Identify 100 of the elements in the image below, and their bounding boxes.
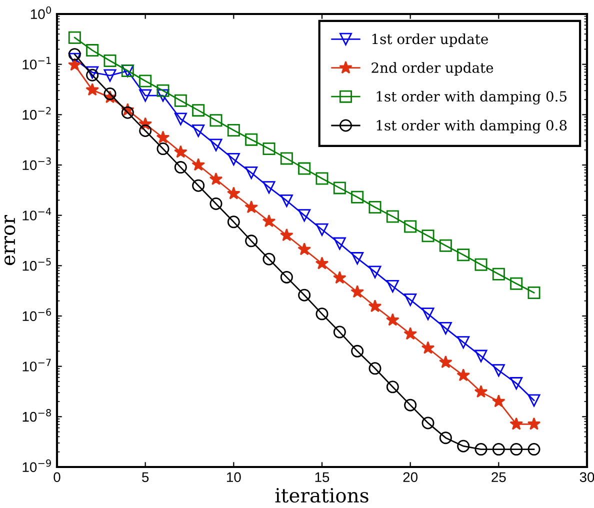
legend-label: 2nd order update	[372, 62, 494, 76]
point	[474, 384, 488, 398]
point	[245, 166, 258, 180]
point	[209, 172, 223, 186]
y-tick-label: 10$^{−9}$	[22, 459, 51, 472]
point	[245, 234, 258, 248]
point	[210, 138, 222, 152]
point	[333, 326, 346, 338]
point	[368, 266, 382, 278]
point	[298, 242, 311, 256]
point	[156, 89, 170, 102]
point	[368, 299, 382, 312]
y-tick-label: 10$^{−4}$	[22, 208, 52, 220]
point	[104, 88, 116, 100]
point	[333, 182, 346, 194]
point	[351, 190, 364, 204]
y-tick-label: 10$^{−2}$	[22, 107, 51, 120]
point	[368, 200, 382, 214]
point	[262, 142, 276, 156]
legend-label: 1st order with damping 0.5	[376, 90, 566, 105]
x-tick-label: 15	[315, 472, 330, 482]
point	[298, 288, 311, 302]
point	[386, 380, 399, 394]
point	[210, 197, 222, 210]
point	[457, 336, 470, 349]
point	[156, 142, 170, 156]
point	[474, 258, 488, 271]
point	[386, 280, 399, 292]
point	[227, 186, 240, 200]
point	[333, 237, 346, 250]
point	[316, 172, 328, 185]
point	[139, 74, 152, 88]
y-axis-title: error	[4, 214, 16, 266]
point	[316, 223, 328, 236]
point	[86, 68, 99, 82]
point	[227, 216, 240, 228]
point	[316, 308, 328, 320]
y-tick-label: 10$^{−6}$	[22, 308, 52, 322]
point	[156, 84, 170, 97]
point	[527, 417, 541, 430]
point	[262, 214, 276, 228]
point	[280, 194, 293, 207]
point	[174, 161, 187, 174]
point	[510, 277, 523, 290]
point	[368, 362, 382, 375]
point	[86, 82, 99, 96]
legend-label: 1st order update	[372, 33, 488, 47]
point	[404, 398, 417, 412]
point	[528, 286, 540, 299]
point	[227, 124, 240, 137]
point	[439, 322, 452, 335]
point	[457, 440, 470, 452]
x-tick-label: 0	[54, 472, 60, 482]
point	[174, 94, 187, 107]
point	[528, 443, 540, 456]
point	[474, 443, 488, 456]
point	[351, 344, 364, 358]
point	[492, 268, 505, 280]
point	[474, 350, 488, 362]
point	[439, 355, 452, 368]
y-tick-label: 10$^{−8}$	[22, 409, 51, 422]
x-tick-label: 25	[492, 472, 506, 482]
point	[439, 239, 452, 252]
x-tick-label: 5	[142, 472, 149, 482]
point	[422, 416, 434, 430]
point	[121, 106, 134, 119]
point	[86, 44, 99, 57]
x-tick-label: 20	[403, 472, 418, 482]
point	[156, 130, 170, 144]
point	[192, 124, 205, 137]
point	[280, 270, 293, 284]
y-tick-label: 10$^{−7}$	[22, 358, 51, 372]
point	[280, 228, 294, 242]
point	[350, 285, 364, 298]
point	[492, 394, 506, 408]
point	[280, 152, 293, 165]
point	[245, 133, 258, 146]
point	[404, 327, 417, 340]
point	[262, 181, 276, 194]
point	[244, 200, 258, 214]
point	[68, 31, 81, 44]
legend-label: 1st order with damping 0.8	[376, 120, 567, 134]
point	[139, 89, 152, 102]
y-tick-label: 10$^{−1}$	[22, 56, 51, 70]
point	[227, 153, 240, 166]
x-tick-label: 30	[580, 472, 594, 482]
point	[333, 271, 346, 284]
point	[298, 162, 311, 175]
point	[210, 114, 222, 127]
y-tick-label: 10$^{−5}$	[22, 258, 51, 271]
point	[351, 252, 364, 265]
point	[404, 294, 417, 306]
y-tick-label: 10$^{−3}$	[22, 157, 51, 170]
x-tick-label: 10	[227, 472, 241, 482]
point	[315, 256, 329, 270]
point	[104, 54, 116, 67]
point	[422, 230, 434, 242]
point	[404, 220, 417, 233]
point	[262, 252, 276, 266]
point	[139, 124, 152, 137]
